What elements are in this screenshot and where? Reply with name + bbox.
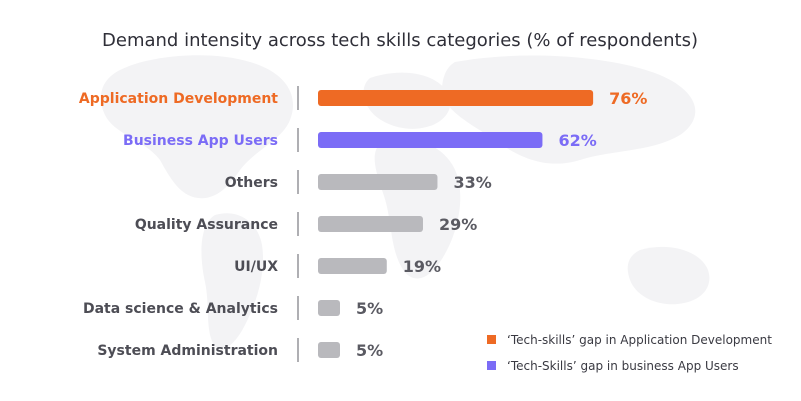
legend-swatch bbox=[487, 361, 496, 370]
bars-layer: Application Development 76% Business App U… bbox=[79, 86, 647, 362]
value-label: 5% bbox=[356, 341, 383, 360]
bar bbox=[318, 216, 423, 232]
bar bbox=[318, 90, 594, 106]
legend-label: ‘Tech-Skills’ gap in business App Users bbox=[507, 359, 739, 373]
category-label: Quality Assurance bbox=[135, 217, 278, 233]
value-label: 19% bbox=[403, 257, 441, 276]
value-label: 5% bbox=[356, 299, 383, 318]
bar bbox=[318, 258, 387, 274]
legend-label: ‘Tech-skills’ gap in Application Develop… bbox=[507, 333, 772, 347]
category-label: Business App Users bbox=[123, 133, 278, 149]
category-label: Others bbox=[225, 175, 278, 191]
category-label: UI/UX bbox=[234, 259, 278, 275]
category-label: Application Development bbox=[79, 91, 278, 107]
chart-title: Demand intensity across tech skills cate… bbox=[102, 30, 698, 51]
bar bbox=[318, 300, 340, 316]
value-label: 62% bbox=[558, 131, 596, 150]
legend-swatch bbox=[487, 335, 496, 344]
value-label: 76% bbox=[609, 89, 647, 108]
legend: ‘Tech-skills’ gap in Application Develop… bbox=[487, 333, 772, 373]
value-label: 33% bbox=[453, 173, 491, 192]
value-label: 29% bbox=[439, 215, 477, 234]
bar bbox=[318, 132, 543, 148]
category-label: System Administration bbox=[97, 343, 278, 359]
bar bbox=[318, 174, 438, 190]
bar bbox=[318, 342, 340, 358]
world-map-background bbox=[100, 55, 710, 349]
category-label: Data science & Analytics bbox=[83, 301, 278, 317]
